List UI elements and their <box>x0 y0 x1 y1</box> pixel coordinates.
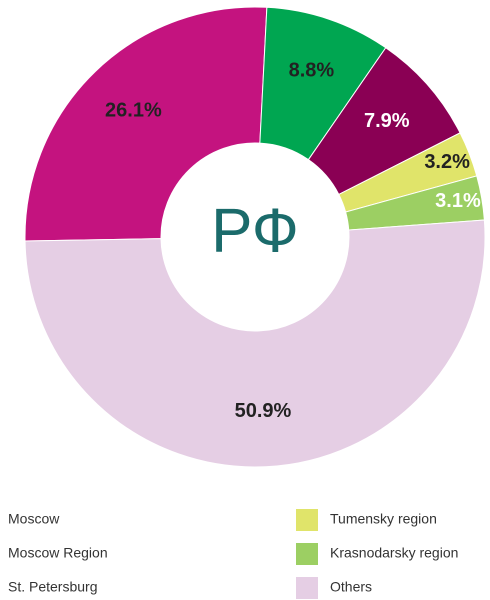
legend-label: Moscow <box>8 511 60 527</box>
value-label: 3.1% <box>435 190 481 212</box>
center-label: РФ <box>211 196 299 265</box>
legend-label: Moscow Region <box>8 545 108 561</box>
value-label: 8.8% <box>289 60 335 82</box>
value-label: 26.1% <box>105 99 162 121</box>
legend-swatch <box>296 543 318 565</box>
legend-label: Others <box>330 579 372 595</box>
legend-label: Tumensky region <box>330 511 437 527</box>
donut-slice <box>24 6 268 242</box>
legend-label: Krasnodarsky region <box>330 545 458 561</box>
value-label: 3.2% <box>424 151 470 173</box>
value-label: 50.9% <box>235 400 292 422</box>
legend-swatch <box>296 509 318 531</box>
value-label: 7.9% <box>364 110 410 132</box>
legend-label: St. Petersburg <box>8 579 98 595</box>
legend-swatch <box>296 577 318 599</box>
donut-slice <box>24 219 486 468</box>
